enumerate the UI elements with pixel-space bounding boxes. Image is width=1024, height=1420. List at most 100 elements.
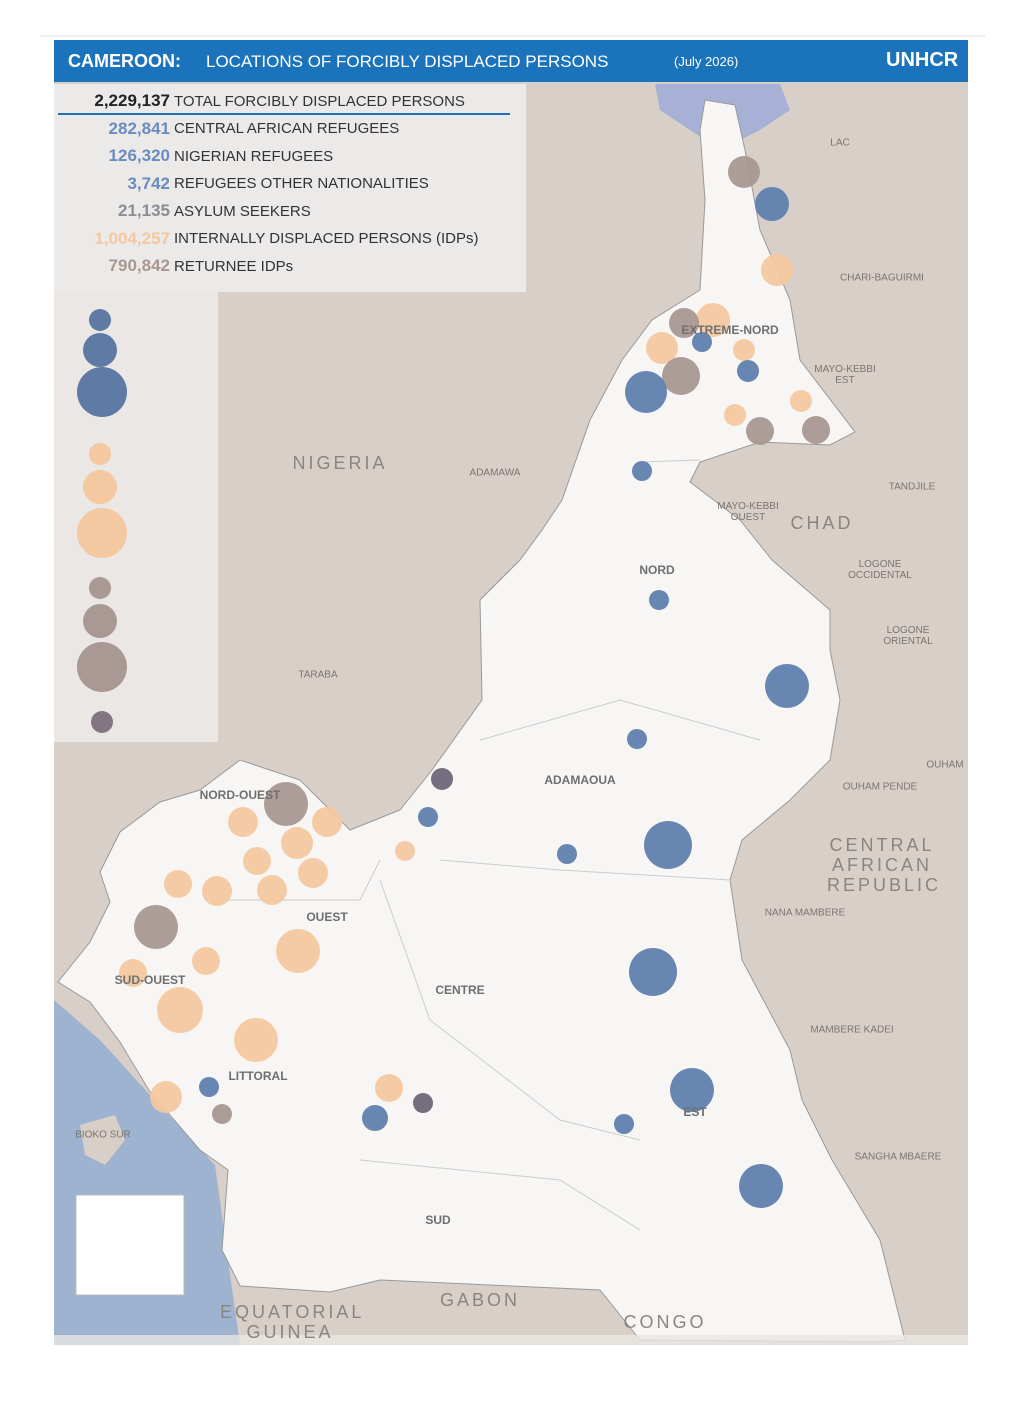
location-circle bbox=[557, 844, 577, 864]
location-circle bbox=[257, 875, 287, 905]
location-circle bbox=[692, 332, 712, 352]
summary-panel: 2,229,137 TOTAL FORCIBLY DISPLACED PERSON… bbox=[54, 84, 526, 292]
summary-label: CENTRAL AFRICAN REFUGEES bbox=[174, 120, 400, 137]
summary-label: INTERNALLY DISPLACED PERSONS (IDPs) bbox=[174, 230, 479, 247]
region-label: ADAMAOUA bbox=[544, 773, 616, 787]
location-circle bbox=[150, 1081, 182, 1113]
legend-circle bbox=[77, 642, 127, 692]
summary-value: 282,841 bbox=[108, 118, 170, 138]
neighbor-label: LOGONE ORIENTAL bbox=[883, 625, 933, 647]
summary-value: 1,004,257 bbox=[94, 228, 170, 248]
location-circle bbox=[802, 416, 830, 444]
location-circle bbox=[646, 332, 678, 364]
location-circle bbox=[737, 360, 759, 382]
neighbor-label: TANDJILE bbox=[888, 481, 936, 493]
region-label: SUD bbox=[425, 1213, 451, 1227]
location-circle bbox=[696, 303, 730, 337]
neighbor-label: MAMBERE KADEI bbox=[810, 1024, 894, 1036]
legend-circle bbox=[89, 443, 111, 465]
location-circle bbox=[670, 1068, 714, 1112]
region-borders bbox=[210, 459, 761, 1231]
region-label: LITTORAL bbox=[228, 1069, 288, 1083]
location-circle bbox=[662, 357, 700, 395]
summary-value: 21,135 bbox=[118, 201, 170, 220]
location-circle bbox=[733, 339, 755, 361]
location-circle bbox=[629, 948, 677, 996]
neighbor-label: ADAMAWA bbox=[469, 467, 521, 479]
summary-row: 21,135 ASYLUM SEEKERS bbox=[54, 199, 311, 223]
neighbor-label: LOGONE OCCIDENTAL bbox=[848, 559, 912, 581]
location-circle bbox=[362, 1105, 388, 1131]
legend-circle bbox=[91, 711, 113, 733]
summary-value: 3,742 bbox=[127, 173, 170, 193]
location-circle bbox=[761, 254, 793, 286]
country-label: CONGO bbox=[623, 1312, 707, 1332]
neighbor-label: OUHAM bbox=[926, 759, 964, 771]
location-circle bbox=[625, 371, 667, 413]
neighbor-label: OUHAM PENDE bbox=[842, 781, 918, 793]
region-label: CENTRE bbox=[435, 983, 485, 997]
location-circle bbox=[755, 187, 789, 221]
location-circle bbox=[228, 807, 258, 837]
region-label: SUD-OUEST bbox=[114, 973, 186, 987]
location-circle bbox=[164, 870, 192, 898]
country-label: NIGERIA bbox=[292, 453, 388, 473]
location-circle bbox=[234, 1018, 278, 1062]
date: (July 2026) bbox=[674, 54, 739, 69]
summary-label: TOTAL FORCIBLY DISPLACED PERSONS bbox=[174, 92, 465, 110]
location-circle bbox=[431, 768, 453, 790]
location-circle bbox=[298, 858, 328, 888]
location-circle bbox=[418, 807, 438, 827]
location-circle bbox=[375, 1074, 403, 1102]
region-label: EXTREME-NORD bbox=[681, 323, 779, 337]
location-circle bbox=[724, 404, 746, 426]
logo: UNHCR bbox=[886, 49, 959, 71]
neighbor-label: LAC bbox=[830, 137, 850, 149]
location-circle bbox=[395, 841, 415, 861]
summary-row: 790,842 RETURNEE IDPs bbox=[54, 254, 294, 278]
neighbor-label: NANA MAMBERE bbox=[764, 907, 846, 919]
legend-circle bbox=[83, 604, 117, 638]
neighbor-label: SANGHA MBAERE bbox=[854, 1151, 942, 1163]
neighbor-label: MAYO-KEBBI OUEST bbox=[717, 501, 779, 523]
location-circle bbox=[199, 1077, 219, 1097]
location-circle bbox=[243, 847, 271, 875]
location-circle bbox=[728, 156, 760, 188]
country-label: GABON bbox=[439, 1290, 520, 1310]
location-circle bbox=[413, 1093, 433, 1113]
location-circle bbox=[119, 959, 147, 987]
region-label: NORD bbox=[639, 563, 675, 577]
location-circle bbox=[632, 461, 652, 481]
location-circle bbox=[765, 664, 809, 708]
displacement-circles bbox=[119, 156, 830, 1208]
summary-row: 1,004,257 INTERNALLY DISPLACED PERSONS (I… bbox=[54, 227, 479, 251]
legend-circle bbox=[83, 333, 117, 367]
summary-label: RETURNEE IDPs bbox=[174, 257, 294, 275]
location-circle bbox=[312, 807, 342, 837]
location-circle bbox=[644, 821, 692, 869]
location-circle bbox=[649, 590, 669, 610]
location-circle bbox=[157, 987, 203, 1033]
location-circle bbox=[202, 876, 232, 906]
country-label: EQUATORIAL GUINEA bbox=[220, 1302, 365, 1342]
header: CAMEROON: LOCATIONS OF FORCIBLY DISPLACE… bbox=[54, 40, 968, 82]
neighbor-label: MAYO-KEBBI EST bbox=[814, 364, 876, 386]
location-circle bbox=[739, 1164, 783, 1208]
neighbor-label: CHARI-BAGUIRMI bbox=[840, 272, 924, 284]
location-circle bbox=[790, 390, 812, 412]
country-label: CENTRAL AFRICAN REPUBLIC bbox=[827, 835, 942, 895]
legend-circle bbox=[89, 577, 111, 599]
neighbor-label: TARABA bbox=[298, 669, 338, 681]
legend-circle bbox=[77, 508, 127, 558]
location-circle bbox=[212, 1104, 232, 1124]
legend-circle bbox=[77, 367, 127, 417]
footnote-band bbox=[54, 1335, 968, 1345]
symbol-legend bbox=[75, 1194, 185, 1296]
summary-label: ASYLUM SEEKERS bbox=[174, 202, 311, 220]
location-circle bbox=[627, 729, 647, 749]
bioko-island bbox=[80, 1115, 125, 1165]
neighbor-label: BIOKO SUR bbox=[75, 1129, 131, 1141]
location-circle bbox=[746, 417, 774, 445]
